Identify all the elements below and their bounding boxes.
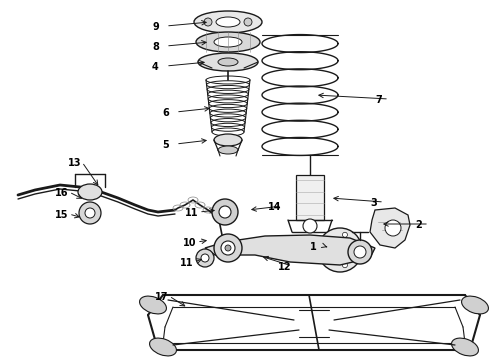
Ellipse shape <box>78 184 102 200</box>
Circle shape <box>353 248 359 252</box>
Text: 7: 7 <box>375 95 382 105</box>
Text: 10: 10 <box>183 238 196 248</box>
Circle shape <box>201 254 209 262</box>
Circle shape <box>219 206 231 218</box>
Text: 15: 15 <box>55 210 69 220</box>
Circle shape <box>328 238 352 262</box>
Text: 11: 11 <box>185 208 198 218</box>
Circle shape <box>196 249 214 267</box>
Circle shape <box>85 208 95 218</box>
Text: 2: 2 <box>415 220 422 230</box>
Text: 13: 13 <box>68 158 81 168</box>
Ellipse shape <box>218 146 238 154</box>
Circle shape <box>348 240 372 264</box>
Ellipse shape <box>196 32 260 52</box>
Ellipse shape <box>462 296 489 314</box>
Circle shape <box>244 18 252 26</box>
Ellipse shape <box>216 17 240 27</box>
Circle shape <box>324 238 330 243</box>
Text: 8: 8 <box>152 42 159 52</box>
Text: 1: 1 <box>310 242 317 252</box>
Polygon shape <box>205 235 375 265</box>
Circle shape <box>318 228 362 272</box>
Circle shape <box>221 248 229 256</box>
Bar <box>296 175 324 220</box>
Text: 3: 3 <box>370 198 377 208</box>
Circle shape <box>204 18 212 26</box>
Ellipse shape <box>218 58 238 66</box>
Ellipse shape <box>214 37 242 47</box>
Ellipse shape <box>194 11 262 33</box>
Circle shape <box>324 257 330 262</box>
Circle shape <box>335 245 345 255</box>
Circle shape <box>303 219 317 233</box>
Ellipse shape <box>214 134 242 146</box>
Circle shape <box>212 199 238 225</box>
Circle shape <box>214 234 242 262</box>
Circle shape <box>225 245 231 251</box>
Circle shape <box>221 241 235 255</box>
Ellipse shape <box>452 338 478 356</box>
Circle shape <box>385 220 401 236</box>
Text: 5: 5 <box>162 140 169 150</box>
Ellipse shape <box>140 296 167 314</box>
Ellipse shape <box>149 338 176 356</box>
Circle shape <box>79 202 101 224</box>
Ellipse shape <box>198 53 258 71</box>
Text: 14: 14 <box>268 202 281 212</box>
Text: 9: 9 <box>152 22 159 32</box>
Text: 17: 17 <box>155 292 169 302</box>
Circle shape <box>354 246 366 258</box>
Circle shape <box>343 263 347 268</box>
Circle shape <box>343 232 347 237</box>
Text: 11: 11 <box>180 258 194 268</box>
Text: 4: 4 <box>152 62 159 72</box>
Text: 16: 16 <box>55 188 69 198</box>
Circle shape <box>213 208 223 218</box>
Polygon shape <box>370 208 410 248</box>
Text: 6: 6 <box>162 108 169 118</box>
Text: 12: 12 <box>278 262 292 272</box>
